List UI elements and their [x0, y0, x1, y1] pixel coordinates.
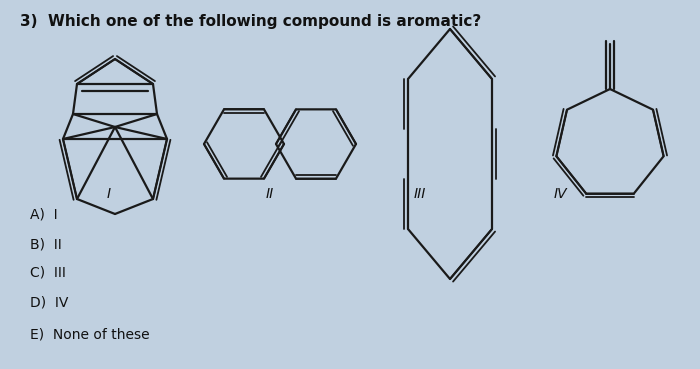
Text: IV: IV	[553, 187, 567, 201]
Text: I: I	[106, 187, 111, 201]
Text: A)  I: A) I	[30, 207, 57, 221]
Text: E)  None of these: E) None of these	[30, 327, 150, 341]
Text: C)  III: C) III	[30, 266, 66, 280]
Text: B)  II: B) II	[30, 237, 62, 251]
Text: D)  IV: D) IV	[30, 295, 69, 309]
Text: III: III	[414, 187, 426, 201]
Text: 3)  Which one of the following compound is aromatic?: 3) Which one of the following compound i…	[20, 14, 482, 29]
Text: II: II	[265, 187, 274, 201]
